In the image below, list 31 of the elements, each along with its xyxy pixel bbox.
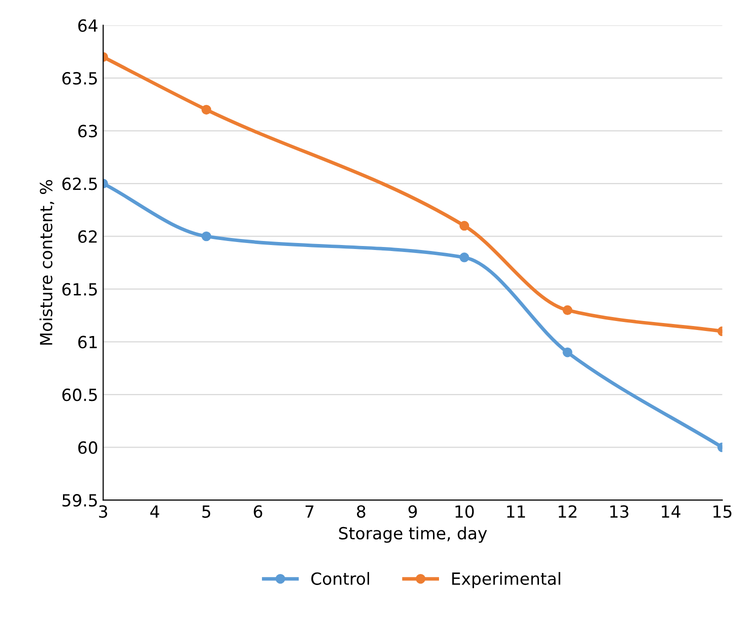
y-tick-label: 60.5 (62, 388, 97, 402)
x-tick-label: 13 (610, 505, 628, 518)
x-tick-label: 5 (202, 505, 210, 518)
x-tick-label: 15 (713, 505, 732, 518)
x-tick-label: 11 (507, 505, 525, 518)
x-tick-label: 6 (254, 505, 262, 518)
point (562, 305, 572, 316)
x-axis-title: Storage time, day (339, 526, 487, 543)
x-tick-label: 9 (408, 505, 417, 518)
legend-label: Control (311, 572, 370, 585)
legend-label: Experimental (452, 572, 560, 588)
x-tick-label: 4 (150, 505, 160, 518)
x-tick-label: 10 (456, 505, 474, 518)
y-tick-label: 62 (78, 230, 97, 243)
x-tick-label: 12 (558, 505, 576, 518)
y-tick-label: 60 (78, 441, 98, 454)
point (562, 348, 572, 358)
y-tick-label: 63 (78, 124, 97, 138)
x-tick-label: 14 (662, 505, 680, 518)
x-tick-label: 3 (99, 505, 108, 518)
y-tick-label: 63.5 (62, 72, 97, 85)
x-tick-label: 7 (306, 505, 314, 518)
y-tick-label: 62.5 (62, 178, 97, 190)
x-tick-label: 8 (356, 505, 366, 518)
y-axis-title: Moisture content, % (40, 180, 54, 345)
y-tick-label: 64 (78, 19, 98, 32)
y-tick-label: 61.5 (62, 283, 97, 296)
y-tick-label: 61 (78, 336, 97, 348)
point (459, 220, 470, 231)
y-tick-label: 59.5 (62, 494, 97, 507)
point (459, 252, 470, 262)
